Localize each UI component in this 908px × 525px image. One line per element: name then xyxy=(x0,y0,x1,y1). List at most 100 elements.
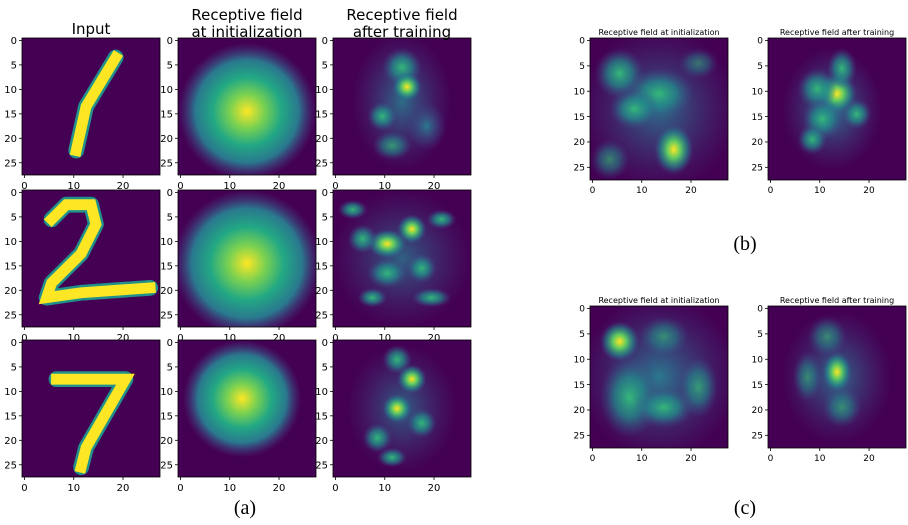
heatmap-panel: 051015202501020 xyxy=(160,36,316,192)
heatmap-blob xyxy=(842,99,872,129)
x-tick-label: 10 xyxy=(636,454,648,464)
y-tick-label: 0 xyxy=(579,305,585,315)
y-tick-label: 10 xyxy=(574,355,586,365)
heatmap-content xyxy=(333,190,471,327)
y-tick-label: 5 xyxy=(11,212,17,223)
heatmap-content xyxy=(783,48,882,170)
y-tick-label: 25 xyxy=(4,310,17,321)
y-tick-label: 20 xyxy=(315,436,328,447)
heatmap-panel: 051015202501020 xyxy=(752,305,906,464)
panel-title: Receptive field after training xyxy=(780,296,894,305)
heatmap-blob xyxy=(368,259,407,288)
x-tick-label: 20 xyxy=(273,483,286,494)
y-tick-label: 20 xyxy=(160,436,173,447)
heatmap-content xyxy=(183,340,301,457)
figure: (a) (b) (c) 0510152025010200510152025010… xyxy=(0,0,908,525)
x-tick-label: 0 xyxy=(590,454,596,464)
heatmap-blob xyxy=(822,352,852,393)
heatmap-blob xyxy=(407,409,437,438)
y-tick-label: 5 xyxy=(11,362,17,373)
y-tick-label: 10 xyxy=(4,85,17,96)
y-tick-label: 20 xyxy=(4,436,17,447)
x-tick-label: 10 xyxy=(223,483,236,494)
x-tick-label: 0 xyxy=(768,186,774,196)
y-tick-label: 20 xyxy=(315,134,328,145)
y-tick-label: 0 xyxy=(757,37,763,47)
y-tick-label: 0 xyxy=(11,338,17,349)
x-tick-label: 10 xyxy=(636,186,648,196)
y-tick-label: 5 xyxy=(167,362,173,373)
caption: (b) xyxy=(733,233,756,255)
y-tick-label: 5 xyxy=(11,60,17,71)
heatmap-blob xyxy=(338,200,368,220)
y-tick-label: 0 xyxy=(322,36,328,47)
x-tick-label: 20 xyxy=(685,186,697,196)
y-tick-label: 25 xyxy=(315,460,328,471)
heatmap-blob xyxy=(610,89,659,130)
heatmap-blob xyxy=(679,357,718,418)
x-tick-label: 20 xyxy=(428,483,441,494)
y-tick-label: 0 xyxy=(322,188,328,199)
y-tick-label: 15 xyxy=(752,113,763,123)
heatmap-blob xyxy=(407,102,446,151)
y-tick-label: 25 xyxy=(752,431,763,441)
y-tick-label: 5 xyxy=(757,330,763,340)
y-tick-label: 25 xyxy=(4,460,17,471)
y-tick-label: 20 xyxy=(160,286,173,297)
y-tick-label: 0 xyxy=(322,338,328,349)
heatmap-blob xyxy=(654,124,693,175)
y-tick-label: 10 xyxy=(160,237,173,248)
heatmap-blob xyxy=(397,214,427,243)
x-tick-label: 10 xyxy=(814,454,826,464)
heatmap-content xyxy=(580,28,738,190)
y-tick-label: 15 xyxy=(752,381,763,391)
panel-title: Receptive field at initialization xyxy=(598,28,719,37)
y-tick-label: 10 xyxy=(315,387,328,398)
x-tick-label: 0 xyxy=(177,483,183,494)
heatmap-blob xyxy=(368,102,398,131)
y-tick-label: 5 xyxy=(757,62,763,72)
y-tick-label: 20 xyxy=(574,406,586,416)
heatmap-content xyxy=(783,311,891,443)
heatmap-panel: 051015202501020 xyxy=(574,296,738,464)
y-tick-label: 20 xyxy=(4,286,17,297)
x-tick-label: 0 xyxy=(590,186,596,196)
y-tick-label: 25 xyxy=(160,460,173,471)
heatmap-blob xyxy=(427,210,457,230)
x-tick-label: 20 xyxy=(117,483,130,494)
y-tick-label: 5 xyxy=(167,60,173,71)
column-title: Receptive field xyxy=(346,6,457,24)
heatmap-blob xyxy=(382,394,412,423)
heatmap-content xyxy=(580,296,738,458)
y-tick-label: 25 xyxy=(315,310,328,321)
y-tick-label: 20 xyxy=(752,406,764,416)
y-tick-label: 25 xyxy=(574,431,585,441)
heatmap-blob xyxy=(407,254,437,283)
y-tick-label: 15 xyxy=(4,261,17,272)
x-tick-label: 20 xyxy=(863,454,875,464)
x-tick-label: 10 xyxy=(67,483,80,494)
heatmap-blob xyxy=(382,345,412,374)
column-title: Receptive field xyxy=(191,6,302,24)
heatmap-blob xyxy=(798,124,828,154)
y-tick-label: 0 xyxy=(167,36,173,47)
y-tick-label: 10 xyxy=(4,387,17,398)
heatmap-blob xyxy=(590,139,629,180)
heatmap-blob xyxy=(827,48,857,89)
column-title: Input xyxy=(72,20,111,38)
y-tick-label: 25 xyxy=(752,163,763,173)
heatmap-blob xyxy=(392,72,422,101)
heatmap-blob xyxy=(822,387,861,428)
heatmap-content xyxy=(353,33,452,170)
y-tick-label: 10 xyxy=(160,85,173,96)
y-tick-label: 5 xyxy=(322,60,328,71)
y-tick-label: 0 xyxy=(579,37,585,47)
x-tick-label: 20 xyxy=(685,454,697,464)
y-tick-label: 15 xyxy=(315,261,328,272)
y-tick-label: 5 xyxy=(167,212,173,223)
x-tick-label: 20 xyxy=(863,186,875,196)
